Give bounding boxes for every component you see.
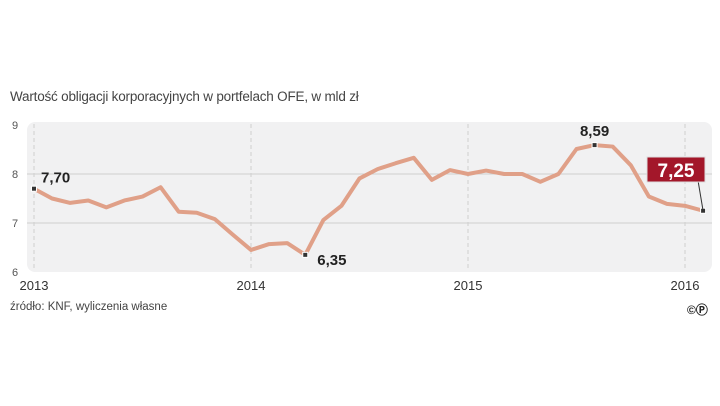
x-tick-label: 2013 bbox=[20, 278, 49, 293]
annotation-leader bbox=[697, 180, 704, 211]
y-tick-label: 6 bbox=[12, 267, 18, 279]
annotation-label: 7,25 bbox=[658, 161, 695, 182]
publisher-logo: ©Ⓟ bbox=[687, 303, 708, 317]
x-tick-label: 2016 bbox=[671, 278, 700, 293]
chart-title: Wartość obligacji korporacyjnych w portf… bbox=[10, 89, 359, 104]
annotation-marker bbox=[31, 185, 37, 192]
y-tick-label: 9 bbox=[12, 120, 18, 132]
plot-area bbox=[27, 122, 712, 272]
x-tick-label: 2015 bbox=[454, 278, 483, 293]
annotation-box bbox=[646, 156, 706, 183]
series-line bbox=[33, 143, 704, 257]
annotation-label: 8,59 bbox=[580, 123, 609, 140]
annotation-marker bbox=[302, 251, 309, 258]
annotation-label: 6,35 bbox=[317, 252, 346, 269]
annotation-marker bbox=[591, 142, 598, 149]
y-tick-label: 7 bbox=[12, 218, 18, 230]
y-tick-label: 8 bbox=[12, 169, 18, 181]
source-note: źródło: KNF, wyliczenia własne bbox=[10, 301, 168, 313]
annotation-label: 7,70 bbox=[41, 170, 70, 187]
x-tick-label: 2014 bbox=[237, 278, 266, 293]
